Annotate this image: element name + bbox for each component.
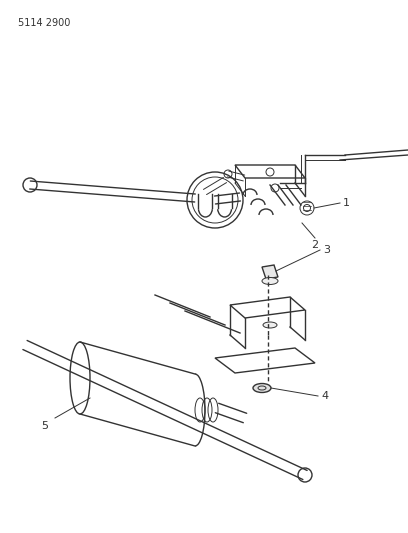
Text: 5: 5 xyxy=(41,421,48,431)
Ellipse shape xyxy=(263,322,277,328)
Ellipse shape xyxy=(253,384,271,392)
Text: 4: 4 xyxy=(321,391,328,401)
Text: 1: 1 xyxy=(343,198,350,208)
Polygon shape xyxy=(262,265,278,279)
Text: 5114 2900: 5114 2900 xyxy=(18,18,70,28)
Text: 2: 2 xyxy=(311,240,319,250)
Ellipse shape xyxy=(262,278,278,285)
Text: 3: 3 xyxy=(323,245,330,255)
